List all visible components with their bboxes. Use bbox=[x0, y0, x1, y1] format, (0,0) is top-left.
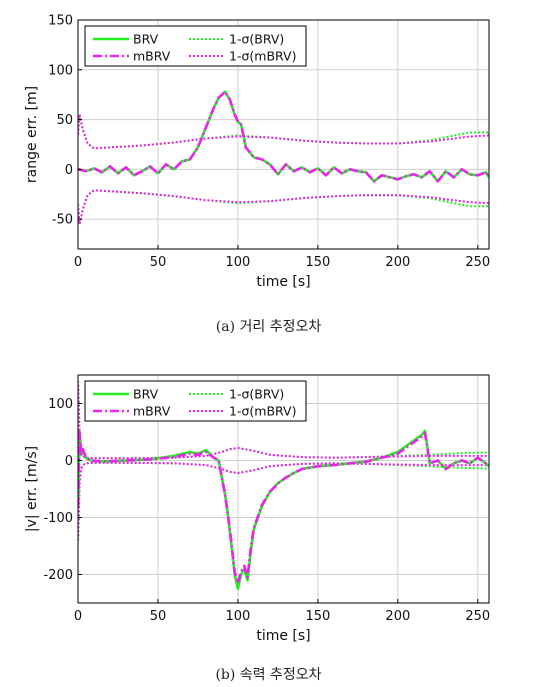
x-tick-label: 100 bbox=[226, 609, 251, 624]
x-tick-label: 200 bbox=[385, 255, 410, 270]
x-tick-label: 150 bbox=[305, 609, 330, 624]
x-tick-label: 250 bbox=[465, 609, 490, 624]
series-line-mbrv bbox=[78, 430, 489, 585]
y-tick-label: -50 bbox=[52, 213, 73, 228]
legend-label: BRV bbox=[133, 387, 159, 402]
y-tick-label: 100 bbox=[48, 63, 73, 78]
caption-speed-error: (b) 속력 추정오차 bbox=[215, 667, 322, 683]
y-tick-label: -200 bbox=[43, 568, 73, 583]
x-tick-label: 0 bbox=[74, 609, 82, 624]
y-tick-label: -100 bbox=[43, 511, 73, 526]
y-tick-label: 100 bbox=[48, 397, 73, 412]
y-tick-label: 50 bbox=[56, 113, 73, 128]
y-axis-label: range err. [m] bbox=[24, 86, 40, 183]
legend-box bbox=[84, 25, 307, 67]
x-tick-label: 100 bbox=[226, 255, 251, 270]
legend-label: 1-σ(BRV) bbox=[229, 387, 284, 402]
x-tick-label: 150 bbox=[305, 255, 330, 270]
legend-label: 1-σ(BRV) bbox=[229, 32, 284, 47]
y-tick-label: 150 bbox=[48, 14, 73, 29]
series-line-mbrv bbox=[78, 90, 489, 183]
axes-frame bbox=[77, 374, 490, 604]
legend-label: mBRV bbox=[133, 49, 171, 64]
x-tick-label: 50 bbox=[150, 255, 167, 270]
series-group bbox=[78, 90, 489, 226]
x-axis-label: time [s] bbox=[256, 628, 310, 644]
y-tick-label: 0 bbox=[65, 163, 73, 178]
legend-label: 1-σ(mBRV) bbox=[229, 404, 296, 419]
x-tick-label: 200 bbox=[385, 609, 410, 624]
x-tick-label: 50 bbox=[150, 609, 167, 624]
x-axis-label: time [s] bbox=[256, 274, 310, 290]
x-tick-label: 0 bbox=[74, 255, 82, 270]
axes-frame bbox=[77, 19, 490, 250]
range-error-chart: 0 50 100 150 200 250 -50 0 50 100 150 time [s] range… bbox=[24, 14, 490, 291]
x-tick-label: 250 bbox=[465, 255, 490, 270]
legend-label: mBRV bbox=[133, 404, 171, 419]
series-line-mbrv-lower bbox=[78, 461, 489, 541]
y-tick-label: 0 bbox=[65, 454, 73, 469]
caption-range-error: (a) 거리 추정오차 bbox=[215, 319, 322, 335]
legend-label: 1-σ(mBRV) bbox=[229, 49, 296, 64]
legend-label: BRV bbox=[133, 32, 159, 47]
series-group bbox=[78, 380, 489, 591]
y-axis-label: |v| err. [m/s] bbox=[24, 446, 40, 532]
legend-box bbox=[84, 380, 307, 422]
speed-error-chart: 0 50 100 150 200 250 -200 -100 0 100 time [s] |v| e… bbox=[24, 374, 490, 644]
